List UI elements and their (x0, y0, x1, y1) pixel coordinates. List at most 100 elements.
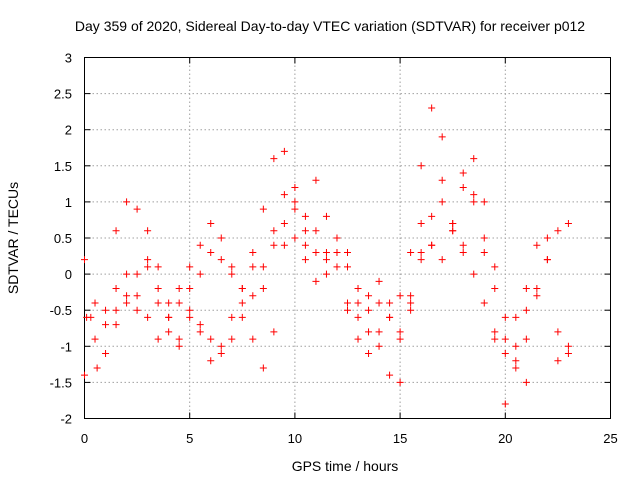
x-tick-label: 0 (81, 431, 88, 446)
data-point (512, 342, 520, 350)
data-point (83, 313, 91, 321)
data-point (344, 299, 351, 307)
data-point (354, 299, 362, 307)
data-point (554, 227, 562, 235)
data-point (91, 299, 99, 307)
data-point (133, 270, 141, 278)
data-point (333, 234, 341, 242)
data-point (564, 220, 572, 228)
x-tick-label: 20 (498, 431, 512, 446)
data-point (365, 350, 373, 358)
data-point (386, 371, 394, 379)
data-point (259, 364, 267, 372)
y-tick-label: 0 (65, 267, 72, 282)
data-point (344, 306, 351, 314)
data-point (365, 292, 373, 300)
data-point (491, 263, 499, 271)
data-point (533, 241, 541, 249)
y-tick-label: -1 (60, 339, 72, 354)
data-point (449, 227, 457, 235)
y-tick-label: 0.5 (54, 231, 72, 246)
data-point (480, 299, 488, 307)
data-point (301, 212, 309, 220)
data-point (291, 234, 299, 242)
data-point (512, 364, 520, 372)
data-point (543, 256, 551, 264)
data-point (259, 285, 267, 293)
data-point (322, 248, 330, 256)
y-tick-label: 3 (65, 51, 72, 66)
series-track-b (81, 104, 572, 408)
data-point (175, 335, 183, 343)
x-axis-label: GPS time / hours (292, 458, 399, 474)
data-point (396, 328, 404, 336)
data-point (238, 313, 246, 321)
data-point (270, 155, 278, 163)
data-point (491, 335, 499, 343)
data-point (175, 299, 183, 307)
data-point (533, 292, 541, 300)
data-point (133, 292, 141, 300)
grid-layer (84, 57, 611, 419)
data-point (522, 378, 530, 386)
data-point (91, 335, 99, 343)
data-point (491, 285, 499, 293)
data-point (333, 263, 341, 271)
data-point (249, 292, 257, 300)
data-point (438, 176, 446, 184)
data-point (228, 335, 236, 343)
data-point (186, 263, 194, 271)
data-point (301, 227, 309, 235)
data-point (280, 147, 288, 155)
data-point (280, 191, 288, 199)
data-point (112, 306, 120, 314)
data-point (291, 183, 299, 191)
data-point (470, 270, 478, 278)
data-point (154, 335, 162, 343)
data-point (417, 248, 425, 256)
data-point (501, 313, 509, 321)
data-point (144, 313, 152, 321)
data-point (459, 241, 467, 249)
y-tick-label: 1.5 (54, 159, 72, 174)
data-point (144, 256, 152, 264)
data-point (196, 241, 204, 249)
data-point (133, 205, 141, 213)
data-point (154, 263, 162, 271)
data-point (322, 270, 330, 278)
data-point (93, 364, 101, 372)
data-point (386, 299, 394, 307)
data-point (522, 335, 530, 343)
data-point (501, 400, 509, 408)
data-point (270, 241, 278, 249)
data-point (144, 263, 152, 271)
data-point (512, 357, 520, 365)
data-point (112, 227, 120, 235)
data-point (312, 277, 320, 285)
data-point (501, 350, 509, 358)
data-point (270, 328, 278, 336)
data-point (81, 256, 88, 264)
data-point (165, 299, 173, 307)
data-point (133, 306, 141, 314)
data-point (123, 292, 131, 300)
data-point (354, 335, 362, 343)
data-point (301, 256, 309, 264)
data-point (123, 198, 131, 206)
data-point (386, 313, 394, 321)
data-point (428, 241, 436, 249)
data-point (522, 285, 530, 293)
data-point (438, 198, 446, 206)
data-point (280, 241, 288, 249)
data-point (207, 248, 215, 256)
data-point (228, 270, 236, 278)
data-point (438, 256, 446, 264)
data-point (207, 335, 215, 343)
data-point (259, 263, 267, 271)
data-point (459, 169, 467, 177)
data-point (564, 342, 572, 350)
x-tick-label: 25 (603, 431, 617, 446)
data-point (480, 234, 488, 242)
chart-title: Day 359 of 2020, Sidereal Day-to-day VTE… (75, 18, 585, 34)
data-point (291, 198, 299, 206)
